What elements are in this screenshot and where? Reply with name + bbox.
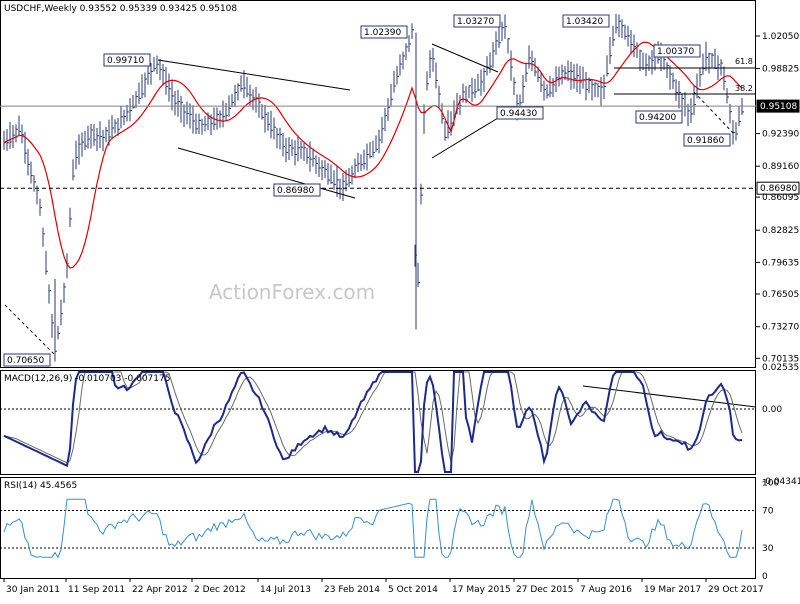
date-axis-label: 22 Apr 2012 bbox=[132, 585, 188, 595]
date-axis-label: 5 Oct 2014 bbox=[388, 585, 438, 595]
level-value-label: 0.95108 bbox=[760, 102, 797, 112]
horizontal-levels: 0.86980 0.95108 bbox=[0, 99, 800, 195]
date-axis-label: 23 Feb 2014 bbox=[324, 585, 380, 595]
moving-average-line bbox=[3, 41, 743, 269]
price-axis-label: 0.86095 bbox=[762, 193, 799, 203]
price-annotation-box bbox=[562, 14, 610, 28]
fib-label: 38.2 bbox=[735, 84, 753, 93]
trendline bbox=[431, 43, 499, 73]
date-axis-label: 11 Sep 2011 bbox=[68, 585, 125, 595]
price-axis-label: 0.98825 bbox=[762, 65, 799, 75]
rsi-axis-label: 30 bbox=[762, 544, 774, 554]
price-annotation-label: 0.99710 bbox=[107, 56, 144, 66]
price-annotation-box bbox=[453, 14, 501, 28]
price-annotation-label: 0.91860 bbox=[687, 136, 724, 146]
price-axis-label: 0.82825 bbox=[762, 226, 799, 236]
date-axis-label: 7 Aug 2016 bbox=[580, 585, 632, 595]
rsi-series bbox=[0, 498, 756, 559]
date-axis-label: 17 May 2015 bbox=[452, 585, 511, 595]
date-axis-label: 27 Dec 2015 bbox=[516, 585, 574, 595]
price-annotation-box bbox=[360, 25, 408, 39]
price-axis-label: 0.76505 bbox=[762, 290, 799, 300]
price-annotation-label: 0.86980 bbox=[277, 186, 314, 196]
rsi-line bbox=[3, 498, 743, 559]
price-annotation-label: 0.70650 bbox=[7, 356, 44, 366]
price-annotation-box bbox=[273, 183, 321, 197]
price-axis-label: 0.70135 bbox=[762, 354, 799, 364]
level-value-box bbox=[756, 181, 800, 195]
date-axis-label: 2 Dec 2012 bbox=[194, 585, 246, 595]
price-axis-label: 1.02050 bbox=[762, 32, 799, 42]
price-axis-label: 0.73270 bbox=[762, 323, 799, 333]
price-annotation-label: 0.94430 bbox=[500, 109, 537, 119]
rsi-axis-label: 100 bbox=[762, 479, 779, 489]
price-axis-label: 0.89160 bbox=[762, 162, 799, 172]
rsi-panel-title: RSI(14) 45.4565 bbox=[4, 481, 77, 491]
level-value-label: 0.86980 bbox=[760, 184, 797, 194]
price-axis-label: 0.92390 bbox=[762, 130, 799, 140]
trendline bbox=[693, 91, 736, 136]
price-annotation-label: 1.02390 bbox=[364, 28, 401, 38]
date-axis-label: 14 Jul 2013 bbox=[260, 585, 311, 595]
ma-line bbox=[3, 41, 743, 269]
price-annotation-box bbox=[635, 110, 683, 124]
macd-axis-label: -0.043419 bbox=[762, 477, 800, 487]
price-annotation-box bbox=[3, 353, 51, 367]
watermark: ActionForex.com bbox=[209, 280, 375, 304]
price-annotation-box bbox=[103, 53, 151, 67]
price-annotation-label: 1.00370 bbox=[657, 47, 694, 57]
macd-signal-line bbox=[3, 371, 743, 464]
date-axis-label: 19 Mar 2017 bbox=[644, 585, 701, 595]
macd-series bbox=[0, 371, 757, 473]
price-annotations: 0.70650 0.99710 0.86980 1.02390 1.03270 0.944… bbox=[3, 14, 731, 367]
price-axis-label: 0.79635 bbox=[762, 258, 799, 268]
trendlines: 61.8 38.2 bbox=[4, 43, 756, 356]
rsi-panel bbox=[0, 477, 756, 579]
macd-axis-label: 0.00 bbox=[762, 405, 782, 415]
trendline bbox=[177, 147, 356, 199]
price-panel-title: USDCHF,Weekly 0.93552 0.95339 0.93425 0.… bbox=[4, 4, 237, 14]
price-annotation-label: 1.03270 bbox=[457, 17, 494, 27]
trendline bbox=[431, 117, 499, 159]
date-axis-label: 29 Oct 2017 bbox=[708, 585, 764, 595]
price-annotation-label: 1.03420 bbox=[566, 17, 603, 27]
axis-labels: 1.02050 0.98825 0.92390 0.89160 0.86095 0.828… bbox=[3, 32, 800, 595]
fib-label: 61.8 bbox=[735, 57, 753, 66]
rsi-axis-label: 0 bbox=[762, 572, 768, 582]
price-annotation-box bbox=[683, 133, 731, 147]
level-value-box bbox=[756, 99, 800, 113]
macd-line bbox=[3, 371, 743, 473]
rsi-axis-label: 70 bbox=[762, 507, 774, 517]
macd-panel-title: MACD(12,26,9) -0.010703 -0.007175 bbox=[4, 374, 170, 384]
price-annotation-box bbox=[496, 106, 544, 120]
trendline bbox=[157, 59, 351, 91]
macd-axis-label: 0.025353 bbox=[762, 363, 800, 373]
date-axis-label: 30 Jan 2011 bbox=[6, 585, 60, 595]
price-annotation-label: 0.94200 bbox=[639, 113, 676, 123]
price-annotation-box bbox=[653, 44, 701, 58]
